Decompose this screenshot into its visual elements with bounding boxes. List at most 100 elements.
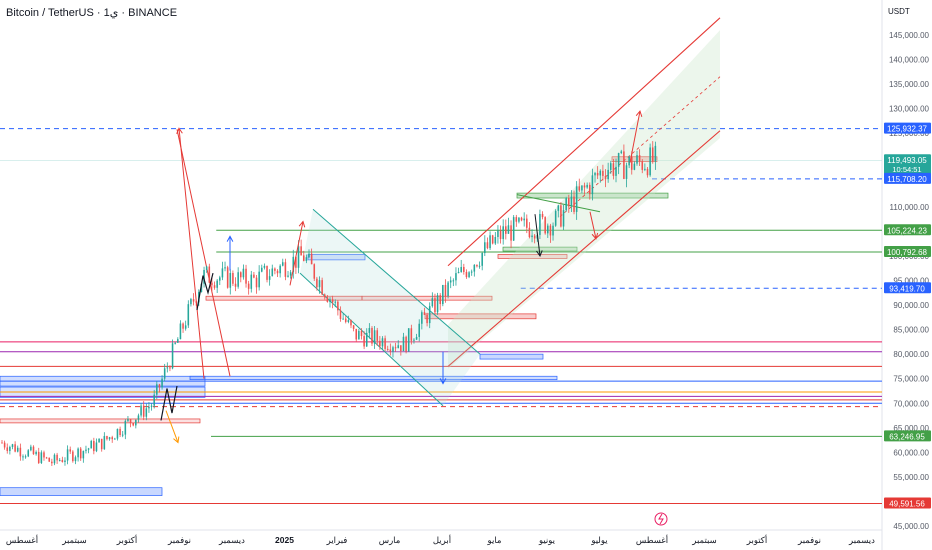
candle-body	[274, 268, 276, 271]
candle-body	[347, 320, 350, 322]
candle-body	[163, 368, 166, 379]
arrow-red-nov-head	[176, 127, 183, 135]
candle-body	[305, 257, 308, 261]
candle-body	[630, 156, 633, 170]
candle-body	[30, 446, 32, 451]
price-label-box-7	[884, 497, 931, 509]
candle-body	[646, 168, 649, 176]
candle-body	[415, 336, 418, 340]
falling-channel-upper	[312, 208, 481, 355]
price-axis[interactable]: 145,000.00 140,000.00 135,000.00 130,000.00…	[889, 31, 930, 531]
arrow-red-jan	[289, 221, 304, 286]
candle-body	[79, 448, 82, 459]
candle-body	[602, 170, 604, 176]
y-tick-label: 90,000.00	[893, 301, 929, 310]
x-tick-label: أكتوبر	[116, 533, 137, 546]
candle-body	[258, 271, 260, 288]
candle-body	[266, 265, 268, 280]
candle-body	[203, 269, 205, 284]
candle-body	[373, 330, 376, 344]
candle-body	[253, 274, 255, 278]
candle-body	[37, 451, 40, 463]
candle-body	[547, 225, 549, 234]
x-tick-label: مارس	[379, 535, 401, 546]
candle-body	[182, 323, 184, 329]
candle-body	[276, 270, 279, 274]
candle-body	[557, 205, 560, 211]
candle-body	[481, 253, 483, 266]
candle-body	[279, 265, 281, 274]
candle-body	[108, 437, 111, 440]
arrow-red-nov	[178, 128, 205, 379]
candle-body	[588, 184, 591, 195]
candle-body	[423, 312, 426, 315]
candle-body	[426, 314, 428, 324]
candle-body	[150, 405, 153, 407]
zone-blue-bottom	[0, 487, 163, 496]
candle-body	[9, 446, 11, 451]
x-tick-label: ديسمبر	[848, 535, 875, 546]
candle-body	[389, 349, 392, 352]
candle-body	[32, 446, 35, 455]
candle-body	[310, 253, 313, 265]
y-tick-label: 130,000.00	[889, 105, 930, 114]
arrow-black-jun	[534, 214, 541, 257]
candle-body	[153, 394, 155, 406]
candle-body	[549, 225, 552, 236]
candle-body	[216, 280, 218, 288]
candle-body	[247, 283, 250, 289]
candle-body	[379, 340, 381, 347]
candle-body	[237, 272, 239, 287]
candle-body	[45, 457, 48, 459]
candle-body	[169, 367, 171, 369]
candle-body	[457, 271, 460, 274]
candle-body	[578, 186, 581, 191]
candle-body	[98, 438, 100, 443]
zone-red-left	[0, 418, 201, 424]
candle-body	[137, 415, 140, 420]
symbol-title[interactable]: Bitcoin / TetherUS · 1ي · BINANCE	[6, 7, 178, 19]
candle-body	[74, 457, 77, 462]
candle-body	[583, 185, 586, 188]
candle-body	[24, 456, 27, 458]
x-tick-label: 2025	[275, 535, 294, 545]
candle-body	[40, 452, 43, 463]
x-tick-label: أكتوبر	[746, 533, 767, 546]
candle-body	[292, 256, 295, 273]
zone-red-jun	[497, 254, 568, 259]
candle-body	[255, 277, 258, 288]
candle-body	[224, 267, 226, 269]
candle-body	[268, 276, 271, 280]
time-axis[interactable]: أغسطس سبتمبر أكتوبر نوفمبر ديسمبر 2025 فبراير م…	[6, 533, 875, 546]
candle-body	[463, 266, 465, 272]
candle-body	[14, 444, 16, 452]
candle-body	[625, 165, 628, 179]
candle-body	[242, 268, 245, 278]
candle-body	[156, 384, 158, 395]
x-tick-label: أغسطس	[636, 533, 668, 546]
candle-body	[208, 266, 211, 283]
arrow-red-aug	[629, 111, 641, 163]
candle-body	[518, 217, 520, 222]
candle-body	[651, 147, 654, 162]
candle-body	[567, 198, 570, 207]
arrow-red-aug-head	[635, 110, 643, 117]
candle-body	[116, 428, 119, 439]
candle-body	[190, 299, 192, 305]
candle-body	[512, 217, 515, 241]
price-label-text: 100,792.68	[887, 248, 928, 257]
falling-channel-fill	[300, 209, 480, 406]
x-tick-label: ديسمبر	[218, 535, 245, 546]
candle-body	[140, 405, 142, 416]
y-tick-label: 55,000.00	[893, 473, 929, 482]
candle-body	[620, 151, 623, 154]
price-label-text: 105,224.23	[887, 226, 928, 235]
candle-body	[554, 210, 557, 226]
candle-body	[90, 441, 93, 449]
candle-body	[135, 419, 137, 426]
candle-body	[313, 264, 316, 279]
price-label-text: 119,493.05	[887, 156, 927, 165]
candle-body	[187, 304, 190, 326]
candle-body	[213, 285, 216, 288]
